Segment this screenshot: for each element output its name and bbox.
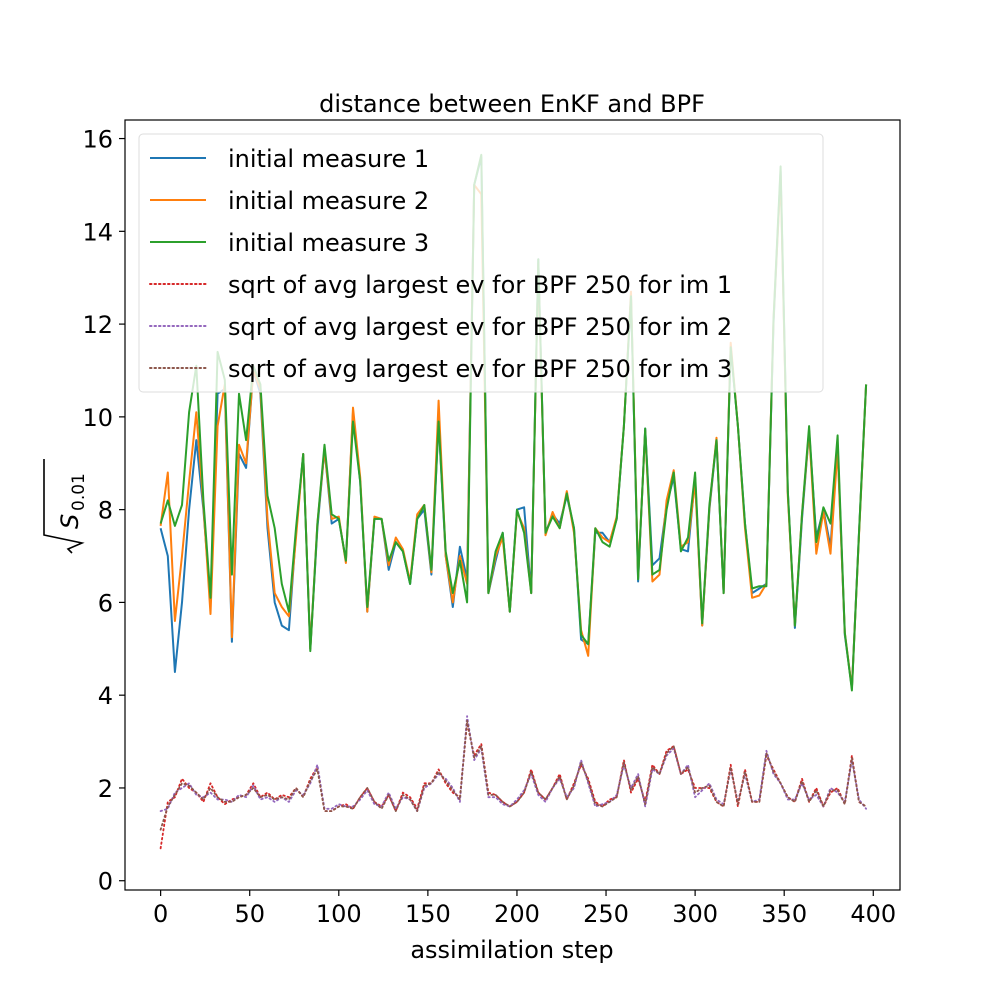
legend-frame [138, 133, 824, 393]
legend-label: sqrt of avg largest ev for BPF 250 for i… [228, 355, 732, 383]
chart-title: distance between EnKF and BPF [319, 90, 705, 118]
x-tick-label: 400 [850, 900, 896, 928]
series-layer [159, 153, 868, 850]
x-tick-label: 350 [761, 900, 807, 928]
y-tick-label: 8 [98, 497, 113, 525]
x-axis-label: assimilation step [410, 936, 613, 964]
y-axis-label-subscript: 0.01 [69, 473, 89, 511]
y-tick-label: 14 [82, 218, 113, 246]
x-tick-label: 300 [672, 900, 718, 928]
legend-label: initial measure 3 [228, 229, 429, 257]
y-tick-label: 16 [82, 126, 113, 154]
y-axis-label: S 0.01 [43, 459, 89, 554]
legend-label: initial measure 2 [228, 187, 429, 215]
y-tick-label: 12 [82, 311, 113, 339]
x-tick-label: 150 [405, 900, 451, 928]
legend-label: initial measure 1 [228, 145, 429, 173]
x-tick-label: 100 [316, 900, 362, 928]
y-tick-label: 4 [98, 682, 113, 710]
x-tick-label: 250 [583, 900, 629, 928]
y-tick-label: 6 [98, 589, 113, 617]
y-axis: 0 2 4 6 8 10 12 14 16 [82, 126, 125, 896]
y-tick-label: 10 [82, 404, 113, 432]
series-line-4 [159, 722, 867, 850]
y-axis-label-base: S [56, 514, 84, 529]
x-tick-label: 0 [153, 900, 168, 928]
x-tick-label: 200 [494, 900, 540, 928]
legend-label: sqrt of avg largest ev for BPF 250 for i… [228, 271, 732, 299]
y-tick-label: 0 [98, 868, 113, 896]
x-tick-label: 50 [234, 900, 265, 928]
legend-label: sqrt of avg largest ev for BPF 250 for i… [228, 313, 732, 341]
sqrt-symbol [43, 459, 85, 554]
series-line-6 [159, 719, 867, 831]
x-axis: 0 50 100 150 200 250 300 350 400 [153, 890, 896, 928]
legend: initial measure 1 initial measure 2 initia… [138, 133, 824, 393]
series-line-3 [159, 153, 868, 692]
y-tick-label: 2 [98, 775, 113, 803]
plot-frame [124, 119, 901, 891]
